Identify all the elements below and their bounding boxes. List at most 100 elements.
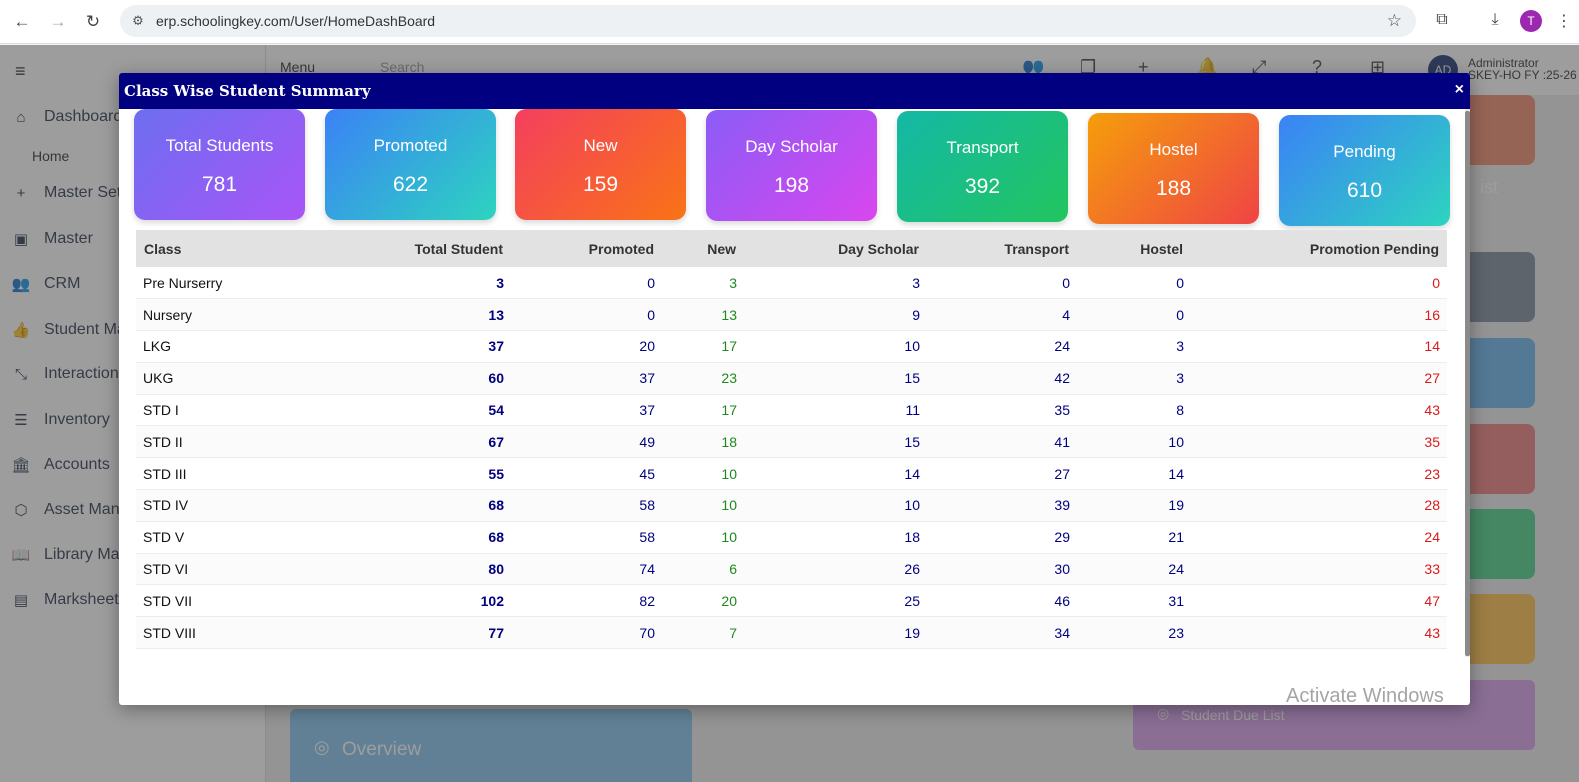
bookmark-star-icon[interactable]: ☆	[1386, 11, 1402, 30]
close-icon[interactable]: ×	[1454, 81, 1464, 98]
table-row: STD I 54 37 17 11 35 8 43	[136, 394, 1447, 427]
table-cell: 24	[1191, 521, 1447, 554]
site-settings-icon[interactable]: ⚙	[132, 13, 144, 28]
table-row: STD VII 102 82 20 25 46 31 47	[136, 584, 1447, 618]
table-cell: 58	[511, 521, 662, 554]
column-header[interactable]: Day Scholar	[838, 240, 919, 257]
table-cell: 19	[744, 616, 927, 650]
stat-card-label: Transport	[946, 138, 1019, 157]
table-cell: 13	[662, 298, 744, 332]
table-cell: Nursery	[136, 298, 326, 332]
table-cell: 10	[662, 521, 744, 554]
table-cell: 7	[662, 616, 744, 650]
table-cell: 14	[744, 457, 927, 491]
column-header[interactable]: Total Student	[414, 240, 503, 257]
table-cell: 14	[1191, 330, 1447, 363]
activate-windows-watermark: Activate Windows	[1286, 685, 1444, 707]
table-cell: 102	[326, 584, 511, 618]
column-header[interactable]: Hostel	[1140, 240, 1183, 257]
table-cell: 34	[927, 616, 1077, 650]
browser-toolbar: ← → ↻ ⚙ erp.schoolingkey.com/User/HomeDa…	[0, 0, 1579, 44]
table-cell: 41	[927, 425, 1077, 459]
table-cell: 0	[927, 267, 1077, 300]
modal-title: Class Wise Student Summary	[124, 82, 371, 100]
stat-card: Hostel 188	[1088, 113, 1259, 224]
table-cell: 3	[1077, 330, 1191, 363]
class-summary-modal: Class Wise Student Summary × Total Stude…	[119, 73, 1470, 705]
table-cell: 29	[927, 521, 1077, 554]
forward-arrow-icon[interactable]: →	[49, 12, 67, 31]
table-row: STD IV 68 58 10 10 39 19 28	[136, 489, 1447, 522]
table-cell: 18	[744, 521, 927, 554]
modal-header: Class Wise Student Summary ×	[119, 73, 1470, 109]
table-cell: STD VIII	[136, 616, 326, 650]
table-cell: 27	[1191, 362, 1447, 395]
table-cell: 0	[1191, 267, 1447, 300]
table-cell: 4	[927, 298, 1077, 332]
table-header-row: Class Total Student Promoted New Day Scholar…	[136, 230, 1447, 267]
table-row: STD II 67 49 18 15 41 10 35	[136, 425, 1447, 459]
table-cell: 10	[662, 457, 744, 491]
table-row: STD VIII 77 70 7 19 34 23 43	[136, 616, 1447, 650]
table-cell: 14	[1077, 457, 1191, 491]
table-cell: 10	[744, 489, 927, 522]
table-cell: 21	[1077, 521, 1191, 554]
table-cell: 24	[927, 330, 1077, 363]
stat-card-value: 781	[201, 173, 238, 196]
table-row: STD V 68 58 10 18 29 21 24	[136, 521, 1447, 554]
table-cell: 27	[927, 457, 1077, 491]
summary-table: Class Total Student Promoted New Day Scholar…	[136, 230, 1447, 650]
table-cell: STD I	[136, 394, 326, 427]
table-cell: 10	[744, 330, 927, 363]
stat-card-value: 610	[1346, 179, 1383, 202]
table-cell: 11	[744, 394, 927, 427]
stat-card-label: Pending	[1333, 142, 1396, 161]
stat-card-value: 392	[964, 175, 1001, 198]
download-icon[interactable]: ⤓	[1491, 11, 1499, 28]
table-cell: 23	[1077, 616, 1191, 650]
table-cell: 33	[1191, 553, 1447, 586]
table-cell: 17	[662, 394, 744, 427]
profile-avatar[interactable]: T	[1520, 10, 1542, 32]
table-row: UKG 60 37 23 15 42 3 27	[136, 362, 1447, 395]
browser-menu-icon[interactable]: ⋮	[1556, 13, 1572, 30]
table-cell: 30	[927, 553, 1077, 586]
table-cell: 0	[511, 267, 662, 300]
table-cell: STD III	[136, 457, 326, 491]
column-header[interactable]: Class	[144, 240, 182, 257]
table-cell: 67	[326, 425, 511, 459]
table-cell: 3	[1077, 362, 1191, 395]
reload-icon[interactable]: ↻	[85, 12, 101, 31]
stat-card-label: Day Scholar	[745, 137, 838, 156]
table-row: STD VI 80 74 6 26 30 24 33	[136, 553, 1447, 586]
extensions-icon[interactable]: ⧉	[1436, 11, 1448, 28]
table-cell: 58	[511, 489, 662, 522]
table-cell: Pre Nurserry	[136, 267, 326, 300]
table-cell: 55	[326, 457, 511, 491]
modal-scrollbar[interactable]	[1465, 109, 1470, 657]
column-header[interactable]: Transport	[1004, 240, 1069, 257]
table-cell: 43	[1191, 394, 1447, 427]
table-cell: 9	[744, 298, 927, 332]
table-cell: 15	[744, 425, 927, 459]
table-cell: 23	[1191, 457, 1447, 491]
table-cell: 37	[511, 394, 662, 427]
column-header[interactable]: New	[707, 240, 736, 257]
table-cell: STD VII	[136, 584, 326, 618]
column-header[interactable]: Promoted	[588, 240, 654, 257]
table-cell: 47	[1191, 584, 1447, 618]
scrollbar-thumb[interactable]	[1465, 111, 1470, 656]
stat-card-value: 159	[582, 173, 619, 196]
table-cell: 15	[744, 362, 927, 395]
table-cell: 42	[927, 362, 1077, 395]
url-text[interactable]: erp.schoolingkey.com/User/HomeDashBoard	[156, 13, 436, 29]
table-cell: 77	[326, 616, 511, 650]
stat-card: Promoted 622	[325, 109, 496, 220]
column-header[interactable]: Promotion Pending	[1309, 240, 1439, 257]
summary-table-container[interactable]: Class Total Student Promoted New Day Scholar…	[136, 230, 1447, 650]
table-cell: 80	[326, 553, 511, 586]
stat-card-label: Hostel	[1149, 140, 1198, 159]
table-row: Pre Nurserry 3 0 3 3 0 0 0	[136, 267, 1447, 300]
address-bar[interactable]: ⚙ erp.schoolingkey.com/User/HomeDashBoar…	[120, 5, 1416, 37]
back-arrow-icon[interactable]: ←	[13, 12, 31, 31]
